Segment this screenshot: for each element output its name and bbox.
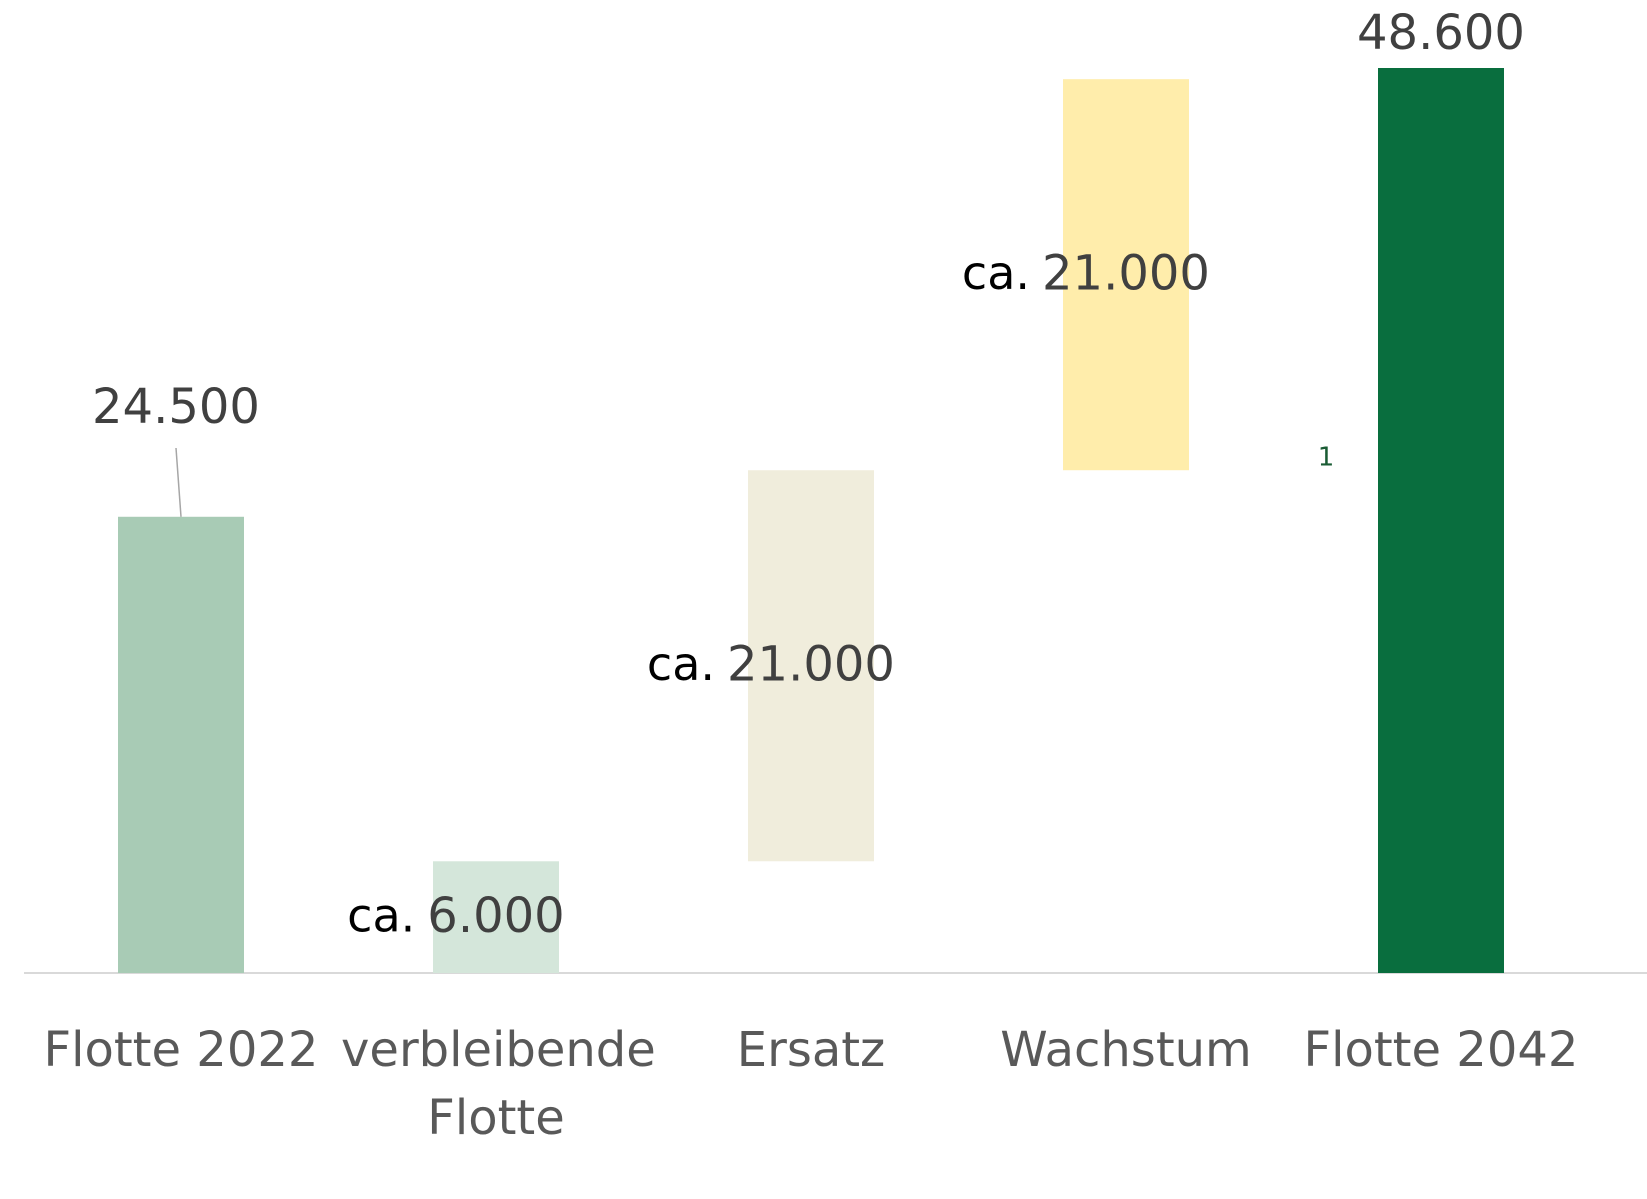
x-tick-label: Wachstum [1000,1022,1252,1078]
x-tick-label: verbleibende Flotte [341,1022,656,1146]
data-label: 48.600 [1357,5,1525,61]
bar [433,861,559,973]
leader-line [175,447,182,517]
x-tick-label: Flotte 2022 [43,1022,319,1078]
bar [1063,79,1189,471]
bar [118,516,244,973]
data-label-prefix: ca. [347,889,415,943]
bar [748,470,874,862]
x-tick-label: Ersatz [736,1022,886,1078]
data-label-prefix: ca. [962,246,1030,300]
data-label-prefix: ca. [647,637,715,691]
data-label: 6.000 [427,888,564,944]
x-tick-label: Flotte 2042 [1303,1022,1579,1078]
annotation: 1 [1318,443,1335,473]
data-label: 24.500 [92,379,260,435]
data-label: 21.000 [1042,246,1210,302]
bar [1378,68,1504,973]
data-label: 21.000 [727,637,895,693]
